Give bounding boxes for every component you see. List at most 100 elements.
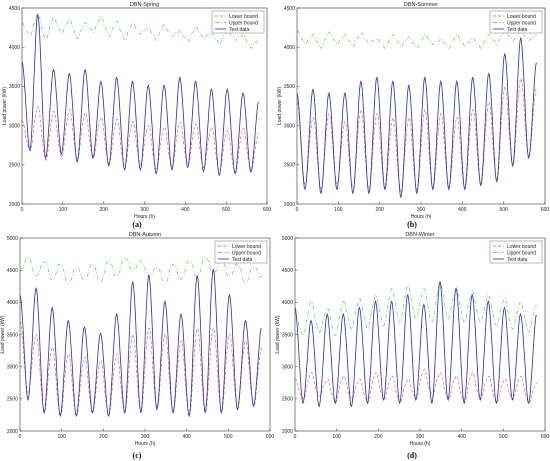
x-tick-label: 0 [19,434,22,440]
x-tick-label: 500 [499,207,508,213]
x-tick-label: 400 [458,207,467,213]
x-tick-label: 300 [140,207,149,213]
panel-caption: (c) [133,451,142,460]
x-tick-label: 600 [263,207,272,213]
x-tick-label: 600 [266,434,275,440]
plot-frame [294,237,546,432]
y-tick-label: 4500 [282,268,293,274]
y-tick-label: 2000 [9,202,20,208]
series-line-upper-bound [20,257,262,283]
x-tick-label: 600 [541,434,550,440]
y-tick-label: 2500 [7,397,18,403]
legend-label: Lower bound [507,14,536,20]
series-line-upper-bound [295,281,537,336]
y-tick-label: 2500 [284,163,295,169]
y-tick-label: 3000 [9,123,20,129]
x-tick-label: 400 [182,434,191,440]
x-axis-label: Hours (h) [410,441,431,447]
y-tick-label: 3500 [282,332,293,338]
legend-box [489,240,543,264]
x-tick-label: 300 [417,207,426,213]
series-line-test-data [295,280,537,408]
legend-box [489,10,543,34]
x-tick-label: 100 [334,207,343,213]
chart-panel-2: DBN-Summer 0 100 200 300 400 500 600 2000 2500 300… [277,2,549,229]
legend-label: Test data [507,27,528,33]
chart-title: DBN-Spring [130,2,159,8]
x-axis-label: Hours (h) [134,214,155,220]
plot-frame [296,7,546,205]
series-line-test-data [22,13,259,177]
x-tick-label: 300 [141,434,150,440]
chart-title: DBN-Autumn [129,232,161,238]
legend-label: Lower bound [232,244,261,250]
chart-title: DBN-Winter [405,232,435,238]
x-tick-label: 200 [375,207,384,213]
x-tick-label: 500 [499,434,508,440]
y-axis-label: Load power (kW) [277,87,283,125]
series-line-test-data [20,269,262,418]
chart-panel-3: DBN-Autumn 0 100 200 300 400 500 600 2000 2500 300… [0,232,274,460]
y-tick-label: 2000 [284,202,295,208]
y-tick-label: 5000 [7,236,18,242]
series-line-test-data [297,36,537,199]
plot-frame [21,7,268,205]
panel-caption: (b) [407,220,417,229]
legend-label: Upper bound [507,20,536,26]
y-tick-label: 3500 [9,84,20,90]
x-tick-label: 100 [332,434,341,440]
legend-label: Test data [229,27,250,33]
x-tick-label: 0 [21,207,24,213]
x-tick-label: 300 [416,434,425,440]
y-tick-label: 2500 [282,397,293,403]
x-tick-label: 500 [222,207,231,213]
y-axis-label: Load power (kW) [275,315,281,353]
x-tick-label: 200 [99,434,108,440]
panel-caption: (a) [132,220,142,229]
y-tick-label: 3500 [284,84,295,90]
legend-label: Lower bound [229,14,258,20]
y-tick-label: 2000 [282,429,293,435]
legend-label: Test data [232,257,253,263]
y-tick-label: 3000 [284,123,295,129]
y-axis-label: Load power (kW) [0,315,6,353]
series-line-upper-bound [297,30,537,49]
y-tick-label: 4000 [284,45,295,51]
legend-box [214,240,268,264]
x-tick-label: 500 [224,434,233,440]
x-axis-label: Hours (h) [411,214,432,220]
series-line-lower-bound [297,78,537,193]
x-tick-label: 0 [296,207,299,213]
x-tick-label: 200 [99,207,108,213]
chart-panel-1: DBN-Spring 0 100 200 300 400 500 600 2000 2500 300… [2,2,271,229]
series-line-upper-bound [22,12,259,49]
x-tick-label: 100 [57,434,66,440]
x-tick-label: 600 [541,207,550,213]
panel-caption: (d) [407,451,417,460]
y-axis-label: Load power (kW) [2,87,8,125]
series-line-lower-bound [22,106,260,174]
y-tick-label: 4500 [284,6,295,12]
y-tick-label: 4000 [7,300,18,306]
y-tick-label: 4500 [9,6,20,12]
y-tick-label: 2000 [7,429,18,435]
x-tick-label: 200 [374,434,383,440]
x-tick-label: 0 [294,434,297,440]
y-tick-label: 5000 [282,236,293,242]
y-tick-label: 3000 [7,364,18,370]
y-tick-label: 3000 [282,364,293,370]
y-tick-label: 4000 [9,45,20,51]
legend-label: Test data [507,257,528,263]
y-tick-label: 4000 [282,300,293,306]
legend-label: Upper bound [507,250,536,256]
legend-label: Lower bound [507,244,536,250]
legend-label: Upper bound [229,20,258,26]
x-tick-label: 100 [59,207,68,213]
y-tick-label: 2500 [9,163,20,169]
legend-box [211,10,265,34]
x-tick-label: 400 [457,434,466,440]
